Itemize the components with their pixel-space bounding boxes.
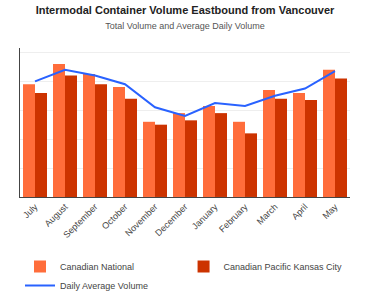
svg-text:November: November	[123, 202, 159, 238]
svg-text:February: February	[217, 201, 250, 234]
svg-text:October: October	[100, 202, 130, 232]
svg-text:March: March	[255, 202, 280, 227]
svg-text:September: September	[61, 202, 99, 240]
svg-text:May: May	[320, 201, 339, 220]
svg-text:Daily Average Volume: Daily Average Volume	[60, 281, 148, 291]
svg-text:Canadian Pacific Kansas City: Canadian Pacific Kansas City	[224, 262, 343, 272]
svg-text:August: August	[43, 201, 70, 228]
svg-text:December: December	[153, 202, 189, 238]
svg-text:April: April	[290, 202, 310, 222]
svg-text:Intermodal Container Volume Ea: Intermodal Container Volume Eastbound fr…	[36, 4, 335, 30]
svg-text:Canadian National: Canadian National	[60, 262, 134, 272]
svg-text:July: July	[21, 201, 40, 220]
svg-text:January: January	[190, 201, 220, 231]
